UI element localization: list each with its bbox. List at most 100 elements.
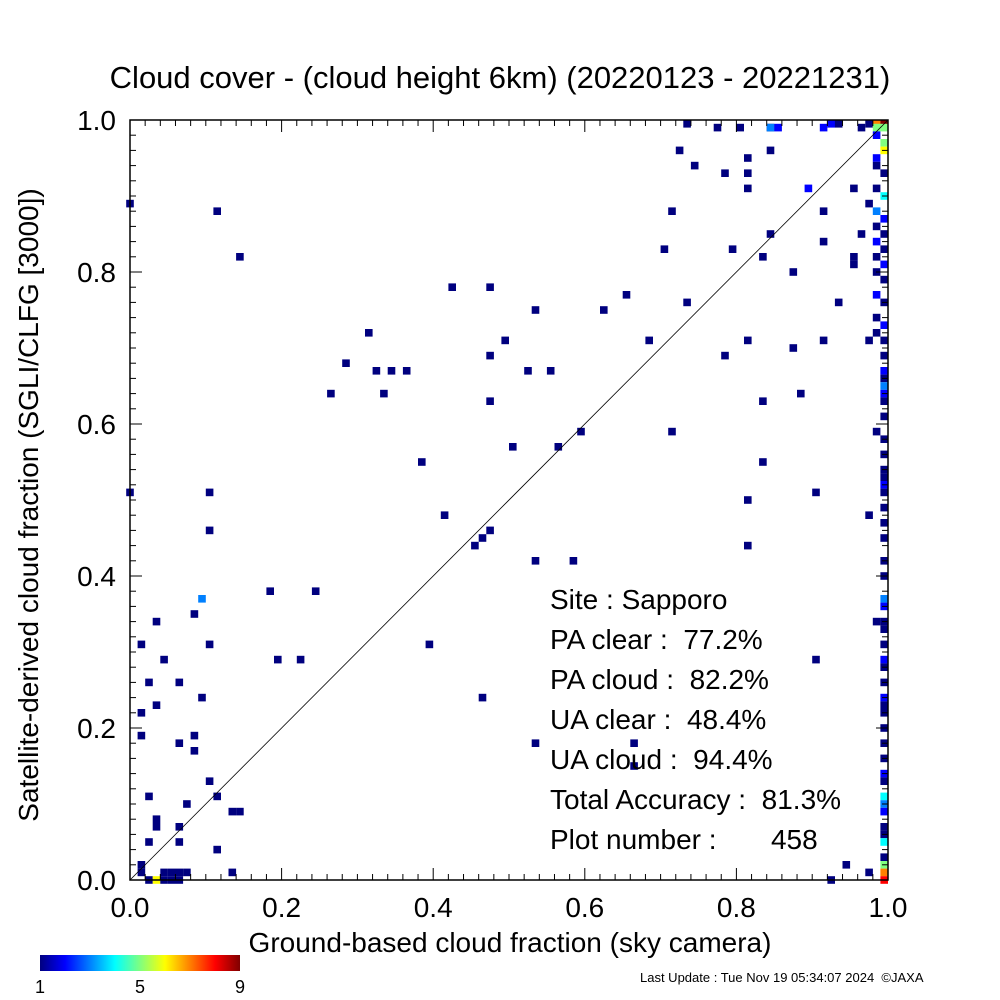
- data-cell: [850, 253, 858, 261]
- data-cell: [759, 253, 767, 261]
- ua-clear: UA clear : 48.4%: [550, 704, 767, 735]
- data-cell: [827, 120, 835, 128]
- data-cell: [440, 511, 449, 519]
- data-cell: [880, 838, 888, 846]
- data-cell: [766, 123, 775, 132]
- colorbar-ticks: 1 5 9: [35, 977, 245, 997]
- data-cell: [274, 655, 282, 664]
- data-cell: [152, 617, 161, 626]
- data-cell: [402, 367, 411, 375]
- x-tick-label: 1.0: [869, 892, 908, 923]
- data-cell: [167, 868, 176, 877]
- data-cell: [198, 595, 206, 603]
- chart-title: Cloud cover - (cloud height 6km) (202201…: [110, 60, 891, 95]
- data-cell: [872, 427, 881, 436]
- data-cell: [880, 215, 888, 223]
- x-tick-label: 0.0: [111, 892, 150, 923]
- data-cell: [190, 610, 199, 618]
- data-cell: [872, 131, 881, 139]
- data-cell: [872, 329, 881, 337]
- data-cell: [471, 541, 479, 550]
- data-cell: [668, 427, 676, 436]
- data-cell: [327, 389, 335, 398]
- data-cell: [213, 845, 221, 854]
- data-cell: [668, 207, 676, 215]
- colorbar: [40, 955, 240, 971]
- data-cell: [137, 868, 146, 877]
- data-cell: [880, 351, 888, 360]
- data-cell: [819, 207, 828, 215]
- data-cell: [872, 154, 881, 162]
- data-cell: [865, 511, 873, 519]
- data-cell: [774, 123, 782, 132]
- data-cell: [872, 222, 881, 231]
- data-cell: [683, 120, 691, 128]
- data-cell: [744, 154, 752, 162]
- y-tick-label: 0.6: [77, 409, 116, 440]
- data-cell: [577, 427, 585, 436]
- data-cell: [183, 868, 191, 877]
- data-cell: [880, 230, 888, 238]
- data-cell: [872, 207, 881, 215]
- data-cell: [880, 336, 888, 345]
- data-cell: [872, 313, 881, 322]
- data-cell: [872, 123, 881, 132]
- data-cell: [880, 488, 888, 497]
- data-cell: [228, 807, 237, 816]
- data-cell: [834, 298, 843, 307]
- data-cell: [311, 587, 320, 595]
- data-cell: [418, 458, 426, 466]
- data-cell: [175, 868, 184, 877]
- data-cell: [486, 283, 494, 291]
- data-cell: [683, 298, 691, 307]
- data-cell: [880, 640, 888, 649]
- data-cell: [721, 169, 729, 177]
- data-cell: [759, 458, 767, 466]
- data-cell: [880, 519, 888, 527]
- data-cell: [524, 367, 532, 375]
- plot-number: Plot number : 458: [550, 824, 818, 855]
- data-cell: [213, 792, 221, 801]
- data-cell: [675, 146, 684, 155]
- y-tick-label: 0.8: [77, 257, 116, 288]
- data-cell: [175, 823, 184, 831]
- data-cell: [744, 541, 752, 550]
- data-cell: [880, 807, 888, 816]
- y-tick-label: 0.0: [77, 865, 116, 896]
- data-cell: [236, 807, 244, 816]
- data-cell: [880, 169, 888, 177]
- data-cell: [190, 747, 199, 755]
- data-cell: [857, 123, 866, 132]
- data-cell: [880, 595, 888, 603]
- data-cell: [819, 237, 828, 246]
- data-cell: [145, 678, 153, 687]
- data-cell: [160, 868, 168, 877]
- data-cell: [509, 443, 517, 451]
- data-cell: [205, 777, 214, 785]
- data-cell: [713, 123, 722, 132]
- data-cell: [175, 838, 184, 846]
- data-cell: [736, 123, 744, 132]
- data-cell: [804, 184, 813, 193]
- data-cell: [766, 146, 775, 155]
- data-cell: [152, 815, 161, 823]
- data-cell: [152, 701, 161, 709]
- data-cell: [137, 861, 146, 869]
- data-cell: [744, 496, 752, 504]
- ua-cloud: UA cloud : 94.4%: [550, 744, 773, 775]
- colorbar-tick-label: 1: [35, 977, 45, 997]
- data-cell: [880, 792, 888, 801]
- data-cell: [880, 367, 888, 375]
- data-cell: [880, 260, 888, 269]
- data-cell: [478, 534, 487, 542]
- data-cell: [690, 161, 699, 170]
- last-update-footer: Last Update : Tue Nov 19 05:34:07 2024 ©…: [640, 970, 924, 985]
- data-cell: [190, 731, 199, 740]
- data-cell: [880, 123, 888, 132]
- data-cell: [880, 139, 888, 147]
- one-to-one-line: [129, 119, 889, 881]
- data-cell: [880, 868, 888, 877]
- data-cell: [880, 321, 888, 329]
- data-cell: [236, 253, 244, 261]
- data-cell: [175, 739, 184, 747]
